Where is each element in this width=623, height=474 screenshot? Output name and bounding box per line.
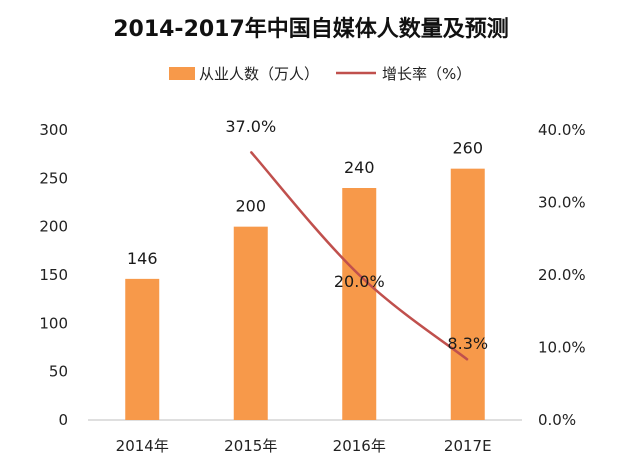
- y-right-tick-label: 10.0%: [538, 339, 586, 357]
- y-left-tick-label: 150: [39, 266, 68, 284]
- line-value-label: 8.3%: [447, 334, 488, 353]
- bar-value-label: 260: [452, 139, 483, 158]
- y-left-tick-label: 0: [58, 411, 68, 429]
- bar-value-label: 240: [344, 158, 375, 177]
- y-left-tick-label: 200: [39, 218, 68, 236]
- x-tick-label: 2014年: [116, 437, 169, 455]
- y-left-tick-label: 250: [39, 169, 68, 187]
- bar: [125, 278, 160, 420]
- bar-series: [125, 168, 485, 420]
- bar: [233, 226, 268, 420]
- y-left-tick-label: 300: [39, 121, 68, 139]
- legend-label-bar: 从业人数（万人）: [199, 65, 319, 83]
- growth-rate-point: [250, 151, 252, 153]
- axes: 0 50 100 150 200 250 300 0.0% 10.0% 20.0% 30.0% 40.…: [39, 121, 585, 455]
- chart-title: 2014-2017年中国自媒体人数量及预测: [113, 16, 509, 42]
- bar: [450, 168, 485, 420]
- x-tick-label: 2017E: [444, 437, 492, 455]
- y-left-tick-label: 100: [39, 314, 68, 332]
- line-value-label: 37.0%: [225, 117, 276, 136]
- bar: [342, 188, 377, 420]
- x-tick-label: 2016年: [333, 437, 386, 455]
- growth-rate-point: [358, 274, 360, 276]
- growth-rate-point: [467, 359, 469, 361]
- x-tick-label: 2015年: [224, 437, 277, 455]
- line-series: [249, 150, 469, 361]
- legend-label-line: 增长率（%）: [382, 65, 471, 83]
- line-value-label: 20.0%: [334, 272, 385, 291]
- legend: 从业人数（万人） 增长率（%）: [169, 65, 471, 83]
- bar-value-label: 146: [127, 249, 158, 268]
- bar-value-label: 200: [235, 197, 266, 216]
- y-right-tick-label: 20.0%: [538, 266, 586, 284]
- y-right-tick-label: 30.0%: [538, 194, 586, 212]
- y-left-tick-label: 50: [49, 363, 68, 381]
- legend-bar-swatch: [169, 67, 195, 80]
- y-right-tick-label: 0.0%: [538, 411, 576, 429]
- data-labels: 146 200 240 260 37.0% 20.0% 8.3%: [127, 117, 488, 353]
- y-right-tick-label: 40.0%: [538, 121, 586, 139]
